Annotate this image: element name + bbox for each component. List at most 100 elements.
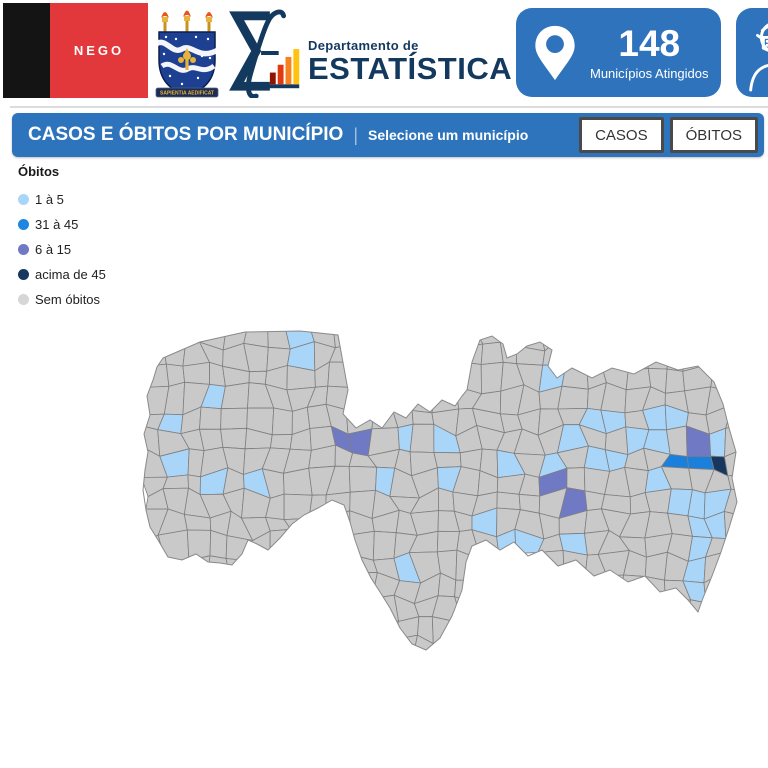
- dept-label-large: ESTATÍSTICA: [308, 51, 513, 86]
- municipality-cell[interactable]: [454, 343, 484, 365]
- municipality-cell[interactable]: [606, 574, 625, 599]
- municipality-cell[interactable]: [431, 385, 460, 414]
- legend-item: 31 à 45: [18, 212, 106, 237]
- municipality-cell[interactable]: [645, 340, 670, 370]
- municipality-cell[interactable]: [348, 465, 378, 493]
- masked-person-icon: [749, 22, 768, 92]
- municipality-cell[interactable]: [566, 467, 586, 492]
- legend-swatch-sem-obitos: [18, 294, 29, 305]
- map-pin-icon: [535, 25, 575, 80]
- municipality-cell[interactable]: [480, 341, 504, 365]
- municipality-cell[interactable]: [496, 491, 521, 511]
- casos-button[interactable]: CASOS: [579, 117, 664, 153]
- municipality-cell[interactable]: [157, 529, 190, 561]
- flag-red-field: NEGO: [50, 3, 148, 98]
- municipality-cell[interactable]: [454, 361, 482, 395]
- statistics-dept-logo: Departamento de ESTATÍSTICA: [228, 8, 512, 98]
- municipality-cell[interactable]: [356, 572, 378, 599]
- sigma-integral-icon: [229, 9, 300, 98]
- torches: [161, 10, 213, 32]
- municipality-cell[interactable]: [390, 634, 419, 662]
- municipality-cell[interactable]: [248, 370, 268, 385]
- municipality-cell[interactable]: [499, 341, 518, 365]
- municipality-cell[interactable]: [644, 576, 666, 604]
- municipality-cell[interactable]: [409, 423, 435, 453]
- municipality-cell[interactable]: [433, 452, 462, 469]
- municipality-cell[interactable]: [371, 405, 399, 430]
- municipality-cell[interactable]: [283, 467, 313, 496]
- municipality-cell[interactable]: [209, 529, 228, 559]
- municipality-cell[interactable]: [557, 385, 589, 410]
- municipality-cell[interactable]: [367, 616, 400, 641]
- municipality-cell[interactable]: [431, 616, 463, 645]
- crest-motto: SAPIENTIA AEDIFICAT: [160, 91, 214, 97]
- municipality-cell[interactable]: [186, 555, 211, 579]
- casos-card-partial: [736, 8, 768, 97]
- municipality-cell[interactable]: [271, 407, 293, 436]
- section-title-bar: CASOS E ÓBITOS POR MUNICÍPIO | Selecione…: [12, 113, 764, 157]
- municipality-cell[interactable]: [411, 410, 435, 425]
- municipality-cell[interactable]: [267, 324, 291, 350]
- municipality-cell[interactable]: [664, 599, 692, 622]
- municipality-cell[interactable]: [725, 403, 753, 429]
- section-title: CASOS E ÓBITOS POR MUNICÍPIO: [28, 124, 344, 145]
- municipality-cell[interactable]: [220, 382, 250, 410]
- municipios-count: 148: [618, 22, 681, 64]
- legend-swatch-acima45: [18, 269, 29, 280]
- paraiba-flag: NEGO: [3, 3, 148, 98]
- municipality-cell[interactable]: [199, 406, 222, 430]
- municipality-cell[interactable]: [622, 344, 649, 371]
- municipality-cell[interactable]: [332, 320, 351, 349]
- legend-swatch-31a45: [18, 219, 29, 230]
- municipality-cell[interactable]: [220, 427, 248, 450]
- municipality-cell[interactable]: [473, 326, 501, 345]
- municipality-cell[interactable]: [724, 423, 753, 458]
- dept-label-small: Departamento de: [308, 38, 419, 53]
- fleur-de-lis-icon: [178, 48, 196, 70]
- flag-black-stripe: [3, 3, 50, 98]
- municipality-cell[interactable]: [182, 361, 211, 385]
- municipality-cell[interactable]: [243, 321, 269, 348]
- municipality-cell[interactable]: [537, 550, 565, 583]
- flag-motto: NEGO: [73, 43, 125, 58]
- municipality-cell[interactable]: [432, 640, 461, 659]
- municipality-cell[interactable]: [515, 319, 546, 352]
- municipality-cell[interactable]: [561, 363, 589, 390]
- municipality-cell[interactable]: [542, 339, 567, 366]
- obitos-legend: Óbitos 1 à 5 31 à 45 6 à 15 acima de 45 …: [18, 164, 106, 312]
- municipality-cell[interactable]: [138, 345, 167, 368]
- header-divider: [10, 106, 768, 108]
- obitos-button[interactable]: ÓBITOS: [669, 117, 758, 153]
- municipality-cell[interactable]: [199, 428, 224, 452]
- legend-item: 1 à 5: [18, 187, 106, 212]
- legend-title: Óbitos: [18, 164, 60, 179]
- municipality-cell[interactable]: [480, 361, 504, 395]
- ufpb-crest-icon: SAPIENTIA AEDIFICAT: [154, 10, 220, 98]
- municipality-cell[interactable]: [324, 491, 351, 520]
- municipality-cell[interactable]: [724, 444, 755, 477]
- municipality-cell[interactable]: [666, 425, 688, 457]
- municipios-atingidos-card: 148 Municípios Atingidos: [516, 8, 721, 97]
- municipality-cell[interactable]: [686, 455, 715, 471]
- municipality-cell[interactable]: [283, 493, 313, 521]
- legend-item: Sem óbitos: [18, 287, 106, 312]
- legend-swatch-1a5: [18, 194, 29, 205]
- municipality-cell[interactable]: [664, 368, 686, 394]
- municipality-cell[interactable]: [372, 530, 397, 561]
- toggle-buttons: CASOS ÓBITOS: [573, 117, 758, 153]
- municipality-cell[interactable]: [437, 487, 455, 512]
- legend-item: 6 à 15: [18, 237, 106, 262]
- municipality-cell[interactable]: [324, 510, 351, 536]
- municipality-cell[interactable]: [436, 530, 460, 553]
- municipality-cell[interactable]: [723, 510, 754, 540]
- municipality-cell[interactable]: [269, 434, 293, 450]
- municipality-cell[interactable]: [308, 494, 327, 520]
- municipality-cell[interactable]: [225, 558, 254, 582]
- municipality-cell[interactable]: [220, 407, 248, 430]
- municipality-cell[interactable]: [644, 551, 668, 581]
- municipality-cell[interactable]: [723, 488, 756, 519]
- select-municipio-hint: Selecione um município: [368, 127, 529, 143]
- municipality-cell[interactable]: [327, 361, 357, 389]
